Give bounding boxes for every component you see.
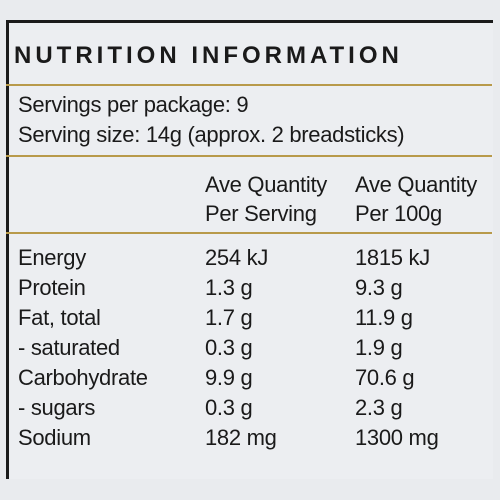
per-100g: 70.6 g (355, 365, 415, 390)
per-100g: 9.3 g (355, 275, 403, 300)
nutrient-name: - sugars (18, 395, 96, 420)
servings-per-package: Servings per package: 9 (18, 92, 249, 117)
nutrient-name: - saturated (18, 335, 120, 360)
per-100g: 2.3 g (355, 395, 403, 420)
per-100g: 1300 mg (355, 425, 439, 450)
per-serving: 0.3 g (205, 395, 253, 420)
per-100g: 11.9 g (355, 305, 413, 330)
per-100g: 1.9 g (355, 335, 403, 360)
label-panel (6, 20, 493, 479)
nutrient-name: Carbohydrate (18, 365, 148, 390)
per-serving: 0.3 g (205, 335, 253, 360)
nutrient-name: Energy (18, 245, 86, 270)
serving-size: Serving size: 14g (approx. 2 breadsticks… (18, 122, 405, 147)
column-header: Ave Quantity (355, 172, 477, 197)
nutrient-name: Protein (18, 275, 86, 300)
per-serving: 1.3 g (205, 275, 253, 300)
column-header: Per 100g (355, 201, 442, 226)
per-serving: 1.7 g (205, 305, 253, 330)
nutrient-name: Fat, total (18, 305, 101, 330)
per-100g: 1815 kJ (355, 245, 430, 270)
divider (6, 155, 492, 157)
nutrient-name: Sodium (18, 425, 91, 450)
divider (6, 84, 492, 86)
per-serving: 254 kJ (205, 245, 269, 270)
divider (6, 232, 492, 234)
per-serving: 182 mg (205, 425, 277, 450)
per-serving: 9.9 g (205, 365, 253, 390)
column-header: Per Serving (205, 201, 317, 226)
column-header: Ave Quantity (205, 172, 327, 197)
title: NUTRITION INFORMATION (14, 42, 403, 69)
